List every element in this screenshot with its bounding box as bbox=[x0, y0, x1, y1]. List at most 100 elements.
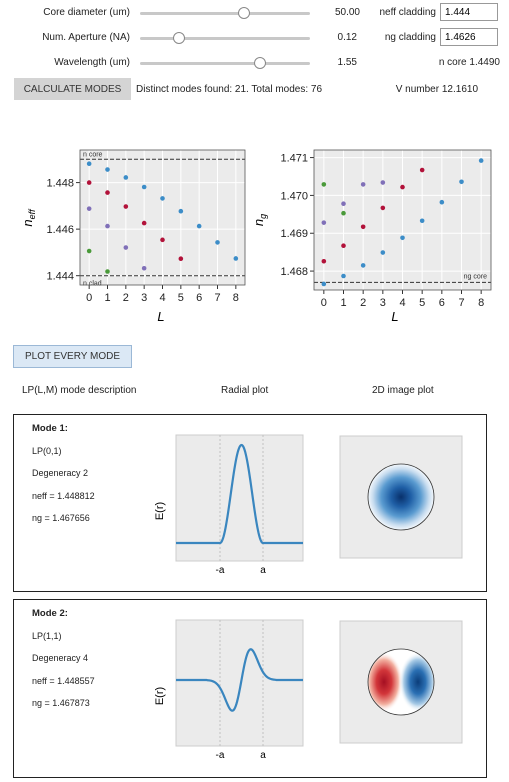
circle-thumb-icon[interactable] bbox=[173, 32, 185, 44]
radial-plot-area bbox=[175, 434, 304, 562]
data-point bbox=[178, 256, 184, 261]
radial-tick-a: a bbox=[260, 750, 266, 761]
reference-line-label: ng core bbox=[464, 273, 487, 280]
data-point bbox=[341, 243, 346, 249]
num-aperture-slider[interactable] bbox=[140, 32, 310, 44]
mode-ng: ng = 1.467656 bbox=[32, 513, 90, 523]
radial-curve-1 bbox=[176, 443, 303, 545]
x-tick-label: 3 bbox=[141, 292, 147, 304]
data-point bbox=[178, 208, 184, 214]
y-tick-label: 1.446 bbox=[46, 224, 74, 236]
data-point bbox=[439, 199, 445, 205]
circle-thumb-icon[interactable] bbox=[254, 57, 266, 69]
data-point bbox=[380, 250, 386, 255]
y-tick-label: 1.448 bbox=[46, 178, 74, 190]
core-diameter-label: Core diameter (um) bbox=[43, 7, 130, 18]
plot-every-mode-button[interactable]: PLOT EVERY MODE bbox=[13, 345, 132, 368]
data-point bbox=[321, 258, 327, 264]
mode-ng: ng = 1.467873 bbox=[32, 698, 90, 708]
x-tick-label: 2 bbox=[360, 297, 366, 309]
y-tick-label: 1.471 bbox=[280, 153, 308, 165]
n-core-readout: n core 1.4490 bbox=[438, 57, 500, 68]
x-tick-label: 6 bbox=[439, 297, 445, 309]
neff-cladding-label: neff cladding bbox=[379, 7, 436, 18]
mode-card-1: Mode 1: LP(0,1) Degeneracy 2 neff = 1.44… bbox=[13, 414, 487, 592]
radial-curve-2 bbox=[176, 648, 303, 712]
modes-summary: Distinct modes found: 21. Total modes: 7… bbox=[136, 84, 323, 95]
reference-line-label: n clad bbox=[83, 281, 102, 288]
data-point bbox=[360, 182, 366, 187]
x-tick-label: 7 bbox=[458, 297, 464, 309]
calculate-modes-button[interactable]: CALCULATE MODES bbox=[14, 78, 131, 100]
mode-neff: neff = 1.448557 bbox=[32, 676, 95, 686]
data-point bbox=[419, 167, 425, 173]
neff-cladding-input[interactable] bbox=[440, 3, 498, 21]
wavelength-value: 1.55 bbox=[337, 57, 357, 68]
circle-thumb-icon[interactable] bbox=[238, 7, 250, 19]
data-point bbox=[459, 179, 464, 185]
wavelength-slider[interactable] bbox=[140, 57, 310, 69]
radial-plot-1: -a a E(r) bbox=[154, 434, 304, 576]
neff-y-axis-label: neff bbox=[20, 208, 37, 227]
data-point bbox=[233, 256, 239, 261]
y-tick-label: 1.470 bbox=[280, 190, 308, 202]
wavelength-label: Wavelength (um) bbox=[54, 57, 130, 68]
x-tick-label: 2 bbox=[123, 292, 129, 304]
data-point bbox=[360, 224, 366, 230]
mode-degeneracy: Degeneracy 4 bbox=[32, 653, 89, 663]
radial-plot-area bbox=[175, 619, 304, 747]
x-tick-label: 5 bbox=[178, 292, 184, 304]
y-tick-label: 1.444 bbox=[46, 271, 74, 283]
mode-lp-name: LP(0,1) bbox=[32, 446, 62, 456]
data-point bbox=[400, 235, 405, 241]
x-tick-label: 8 bbox=[478, 297, 484, 309]
num-aperture-label: Num. Aperture (NA) bbox=[42, 32, 130, 43]
lp01-field bbox=[367, 463, 435, 531]
data-point bbox=[400, 184, 405, 190]
core-diameter-slider[interactable] bbox=[140, 7, 310, 19]
v-number-readout: V number 12.1610 bbox=[395, 84, 478, 95]
x-tick-label: 7 bbox=[214, 292, 220, 304]
data-point bbox=[105, 190, 110, 195]
data-point bbox=[380, 180, 386, 185]
data-point bbox=[105, 223, 110, 229]
mode-degeneracy: Degeneracy 2 bbox=[32, 468, 89, 478]
column-header-image: 2D image plot bbox=[372, 385, 434, 396]
mode-title: Mode 1: bbox=[32, 423, 68, 434]
data-point bbox=[215, 240, 220, 245]
mode-lp-name: LP(1,1) bbox=[32, 631, 62, 641]
radial-y-label: E(r) bbox=[154, 687, 166, 705]
radial-tick-a: a bbox=[260, 565, 266, 576]
data-point bbox=[123, 204, 129, 209]
data-point bbox=[321, 281, 327, 287]
x-tick-label: 6 bbox=[196, 292, 202, 304]
data-point bbox=[86, 180, 92, 185]
data-point bbox=[123, 245, 129, 250]
ng-cladding-input[interactable] bbox=[440, 28, 498, 46]
data-point bbox=[419, 218, 425, 224]
data-point bbox=[341, 210, 346, 216]
x-tick-label: 8 bbox=[233, 292, 239, 304]
data-point bbox=[141, 220, 147, 226]
num-aperture-value: 0.12 bbox=[337, 32, 357, 43]
reference-line-label: n core bbox=[83, 151, 103, 158]
x-tick-label: 5 bbox=[419, 297, 425, 309]
lp11-field bbox=[368, 649, 434, 715]
ng-x-axis-label: L bbox=[391, 309, 398, 324]
data-point bbox=[141, 184, 147, 190]
radial-plot-2: -a a E(r) bbox=[154, 619, 304, 761]
x-tick-label: 0 bbox=[86, 292, 92, 304]
radial-tick-neg-a: -a bbox=[216, 565, 225, 576]
core-diameter-value: 50.00 bbox=[334, 7, 360, 18]
mode-image-2 bbox=[339, 620, 463, 744]
data-point bbox=[86, 248, 92, 254]
data-point bbox=[478, 158, 484, 163]
ng-cladding-label: ng cladding bbox=[384, 32, 436, 43]
plot-frame bbox=[313, 149, 492, 291]
x-tick-label: 4 bbox=[399, 297, 405, 309]
data-point bbox=[321, 182, 327, 187]
data-point bbox=[341, 201, 346, 207]
mode-image-1 bbox=[339, 435, 463, 559]
